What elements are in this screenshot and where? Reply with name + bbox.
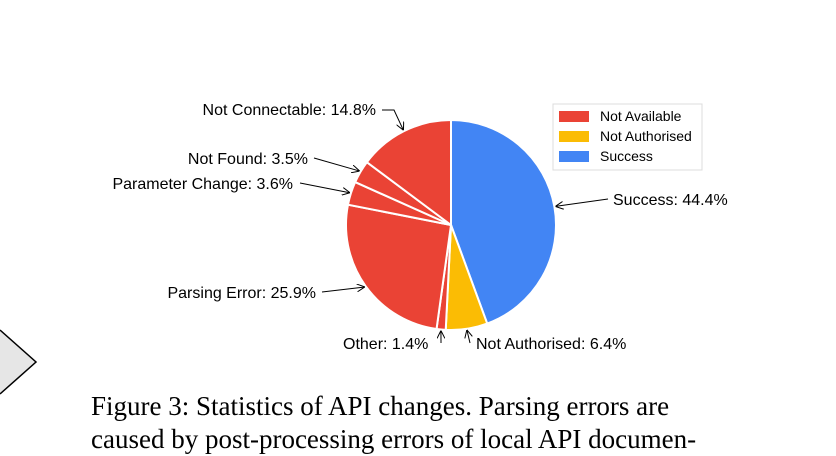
legend-label-success: Success (600, 148, 653, 164)
slice-label-success: Success: 44.4% (613, 192, 728, 209)
figure-caption: Figure 3: Statistics of API changes. Par… (91, 390, 811, 456)
leader-line-not-authorised (467, 331, 470, 343)
slice-label-not-connectable: Not Connectable: 14.8% (203, 102, 376, 119)
slice-label-other: Other: 1.4% (343, 336, 428, 353)
leader-line-not-connectable (382, 110, 403, 129)
leader-line-not-found (314, 158, 359, 171)
caption-line-1: Figure 3: Statistics of API changes. Par… (91, 390, 811, 423)
legend: Not Available Not Authorised Success (553, 104, 702, 170)
partial-arrow-shape (0, 330, 36, 394)
legend-label-not-available: Not Available (600, 108, 682, 124)
legend-swatch-not-available (559, 111, 589, 122)
leader-line-parameter-change (300, 183, 349, 193)
legend-swatch-success (559, 151, 589, 162)
slice-label-not-found: Not Found: 3.5% (188, 151, 308, 168)
caption-line-2: caused by post-processing errors of loca… (91, 423, 811, 456)
slice-label-parameter-change: Parameter Change: 3.6% (112, 176, 293, 193)
legend-swatch-not-authorised (559, 131, 589, 142)
pie-slice-parsing-error (346, 205, 451, 329)
leader-line-success (556, 199, 608, 206)
slice-label-not-authorised: Not Authorised: 6.4% (476, 336, 626, 353)
legend-label-not-authorised: Not Authorised (600, 128, 692, 144)
slice-label-parsing-error: Parsing Error: 25.9% (167, 285, 316, 302)
leader-line-parsing-error (322, 287, 364, 292)
